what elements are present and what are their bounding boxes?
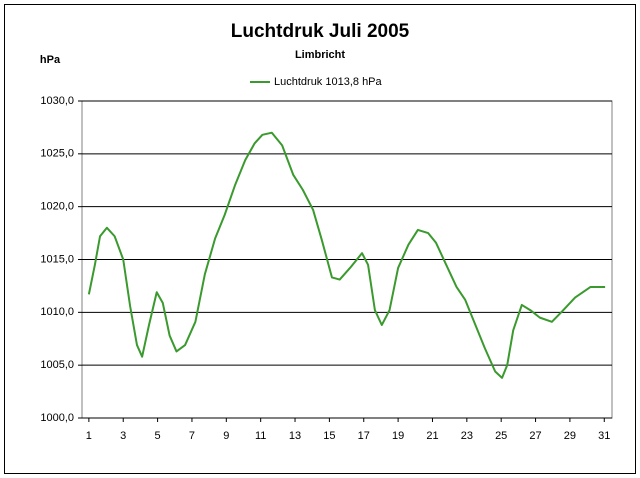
y-tick-label: 1005,0 [40,359,74,371]
x-tick-label: 17 [358,430,370,442]
x-tick-label: 9 [223,430,229,442]
x-tick-label: 25 [495,430,507,442]
x-tick-label: 31 [598,430,610,442]
y-axis-label: hPa [40,54,61,66]
y-tick-label: 1020,0 [40,201,74,213]
x-tick-label: 3 [120,430,126,442]
x-tick-label: 23 [461,430,473,442]
data-line [87,131,606,379]
x-tick-label: 13 [289,430,301,442]
x-tick-label: 27 [529,430,541,442]
chart-title: Luchtdruk Juli 2005 [231,21,410,42]
x-tick-label: 7 [189,430,195,442]
y-tick-label: 1000,0 [40,412,74,424]
x-tick-label: 1 [86,430,92,442]
x-tick-label: 29 [564,430,576,442]
y-tick-label: 1030,0 [40,95,74,107]
x-tick-label: 5 [155,430,161,442]
y-tick-label: 1015,0 [40,253,74,265]
y-tick-label: 1025,0 [40,148,74,160]
y-tick-label: 1010,0 [40,306,74,318]
chart-subtitle: Limbricht [295,49,345,61]
x-tick-label: 19 [392,430,404,442]
x-tick-label: 21 [426,430,438,442]
x-tick-label: 11 [255,430,266,442]
x-tick-label: 15 [323,430,335,442]
legend-label: Luchtdruk 1013,8 hPa [274,76,383,88]
